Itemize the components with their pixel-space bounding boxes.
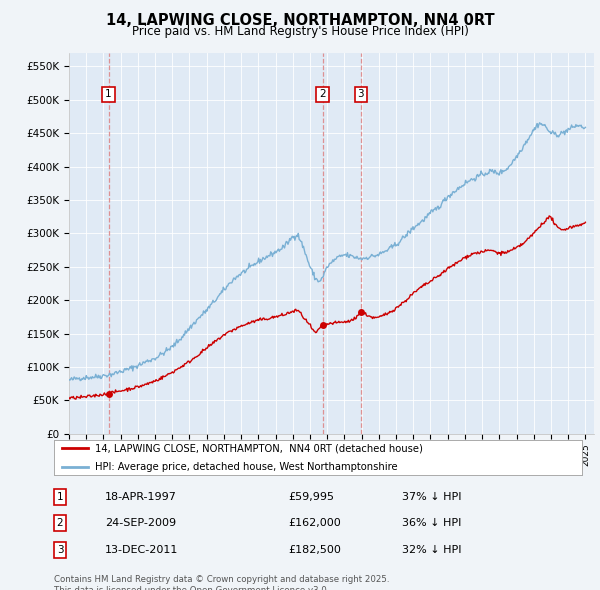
Text: 1: 1 (56, 492, 64, 502)
Text: 1: 1 (105, 90, 112, 100)
Text: 14, LAPWING CLOSE, NORTHAMPTON, NN4 0RT: 14, LAPWING CLOSE, NORTHAMPTON, NN4 0RT (106, 13, 494, 28)
Text: Contains HM Land Registry data © Crown copyright and database right 2025.
This d: Contains HM Land Registry data © Crown c… (54, 575, 389, 590)
Text: 3: 3 (358, 90, 364, 100)
Text: £59,995: £59,995 (288, 492, 334, 502)
Text: 36% ↓ HPI: 36% ↓ HPI (402, 519, 461, 528)
Text: 37% ↓ HPI: 37% ↓ HPI (402, 492, 461, 502)
Text: 14, LAPWING CLOSE, NORTHAMPTON,  NN4 0RT (detached house): 14, LAPWING CLOSE, NORTHAMPTON, NN4 0RT … (95, 444, 423, 453)
Text: 24-SEP-2009: 24-SEP-2009 (105, 519, 176, 528)
Text: £182,500: £182,500 (288, 545, 341, 555)
Text: 18-APR-1997: 18-APR-1997 (105, 492, 177, 502)
Text: HPI: Average price, detached house, West Northamptonshire: HPI: Average price, detached house, West… (95, 462, 398, 472)
Text: 2: 2 (319, 90, 326, 100)
Text: 2: 2 (56, 519, 64, 528)
Text: 3: 3 (56, 545, 64, 555)
Text: 13-DEC-2011: 13-DEC-2011 (105, 545, 178, 555)
Text: £162,000: £162,000 (288, 519, 341, 528)
Text: Price paid vs. HM Land Registry's House Price Index (HPI): Price paid vs. HM Land Registry's House … (131, 25, 469, 38)
Text: 32% ↓ HPI: 32% ↓ HPI (402, 545, 461, 555)
